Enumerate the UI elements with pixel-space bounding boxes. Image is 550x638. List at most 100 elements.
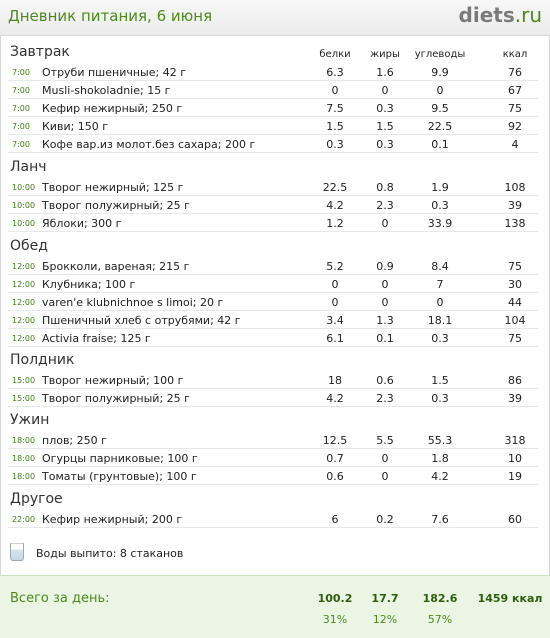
food-fat: 0 (381, 278, 389, 291)
food-carbs: 0 (436, 84, 444, 97)
totals-label: Всего за день: (10, 591, 110, 606)
food-name[interactable]: Пшеничный хлеб с отрубями; 42 г (42, 314, 241, 327)
food-protein: 6.3 (326, 66, 344, 79)
food-name[interactable]: Киви; 150 г (42, 120, 109, 133)
food-row[interactable]: 10:00 Творог полужирный; 25 г 4.2 2.3 0.3 39 (8, 197, 538, 214)
food-time: 7:00 (12, 86, 30, 95)
food-row[interactable]: 7:00 Киви; 150 г 1.5 1.5 22.5 92 (8, 118, 538, 135)
food-carbs: 9.5 (431, 102, 449, 115)
food-row[interactable]: 7:00 Отруби пшеничные; 42 г 6.3 1.6 9.9 76 (8, 64, 538, 81)
food-fat: 0.6 (376, 374, 394, 387)
food-protein: 1.2 (326, 217, 344, 230)
food-name[interactable]: Яблоки; 300 г (42, 217, 122, 230)
column-header-fat: жиры (370, 49, 400, 60)
food-row[interactable]: 12:00 varen'e klubnichnoe s limoi; 20 г 0 0… (8, 294, 538, 311)
food-row[interactable]: 10:00 Яблоки; 300 г 1.2 0 33.9 138 (8, 215, 538, 232)
food-carbs: 33.9 (427, 217, 453, 230)
food-time: 7:00 (12, 140, 30, 149)
food-protein: 4.2 (326, 199, 344, 212)
food-time: 12:00 (12, 334, 36, 343)
food-row[interactable]: 18:00 плов; 250 г 12.5 5.5 55.3 318 (8, 432, 538, 449)
food-kcal: 318 (504, 434, 526, 447)
food-carbs: 55.3 (427, 434, 453, 447)
food-kcal: 138 (504, 217, 526, 230)
site-logo[interactable]: diets.ru (459, 3, 542, 27)
food-kcal: 108 (504, 181, 526, 194)
page-title: Дневник питания, 6 июня (8, 7, 213, 25)
food-name[interactable]: Творог нежирный; 125 г (42, 181, 184, 194)
food-protein: 7.5 (326, 102, 344, 115)
food-protein: 0 (331, 84, 339, 97)
food-name[interactable]: Томаты (грунтовые); 100 г (42, 470, 197, 483)
food-protein: 3.4 (326, 314, 344, 327)
food-name[interactable]: Творог полужирный; 25 г (42, 199, 190, 212)
food-time: 18:00 (12, 436, 36, 445)
total-kcal: 1459 ккал (477, 592, 543, 605)
food-fat: 0 (381, 217, 389, 230)
food-name[interactable]: Брокколи, вареная; 215 г (42, 260, 190, 273)
food-name[interactable]: Творог нежирный; 100 г (42, 374, 184, 387)
food-kcal: 30 (508, 278, 522, 291)
fat-percent: 12% (372, 613, 398, 626)
food-time: 18:00 (12, 472, 36, 481)
food-row[interactable]: 10:00 Творог нежирный; 125 г 22.5 0.8 1.9 108 (8, 179, 538, 196)
food-name[interactable]: Творог полужирный; 25 г (42, 392, 190, 405)
food-kcal: 19 (508, 470, 522, 483)
food-row[interactable]: 7:00 Кофе вар.из молот.без сахара; 200 г 0… (8, 136, 538, 153)
food-row[interactable]: 15:00 Творог полужирный; 25 г 4.2 2.3 0.3 39 (8, 390, 538, 407)
food-protein: 18 (328, 374, 342, 387)
food-name[interactable]: Musli-shokoladnie; 15 г (42, 84, 171, 97)
food-row[interactable]: 12:00 Клубника; 100 г 0 0 7 30 (8, 276, 538, 293)
food-time: 15:00 (12, 376, 36, 385)
food-name[interactable]: Кефир нежирный; 200 г (42, 513, 183, 526)
food-fat: 0 (381, 452, 389, 465)
food-name[interactable]: Кофе вар.из молот.без сахара; 200 г (42, 138, 256, 151)
column-header-protein: белки (319, 49, 351, 60)
food-protein: 1.5 (326, 120, 344, 133)
food-kcal: 104 (504, 314, 526, 327)
meal-title: Ужин (10, 412, 50, 428)
food-carbs: 0 (436, 296, 444, 309)
logo-tld-text: .ru (514, 3, 542, 27)
food-time: 15:00 (12, 394, 36, 403)
food-fat: 0.1 (376, 332, 394, 345)
food-carbs: 8.4 (431, 260, 449, 273)
food-name[interactable]: varen'e klubnichnoe s limoi; 20 г (42, 296, 224, 309)
food-row[interactable]: 18:00 Огурцы парниковые; 100 г 0.7 0 1.8 10 (8, 450, 538, 467)
food-name[interactable]: Activia fraise; 125 г (42, 332, 151, 345)
total-protein: 100.2 (317, 592, 353, 605)
food-row[interactable]: 15:00 Творог нежирный; 100 г 18 0.6 1.5 86 (8, 372, 538, 389)
food-carbs: 7.6 (431, 513, 449, 526)
food-protein: 0.6 (326, 470, 344, 483)
food-name[interactable]: Кефир нежирный; 250 г (42, 102, 183, 115)
total-carbs: 182.6 (422, 592, 458, 605)
food-carbs: 4.2 (431, 470, 449, 483)
food-row[interactable]: 12:00 Пшеничный хлеб с отрубями; 42 г 3.4 1… (8, 312, 538, 329)
food-name[interactable]: Огурцы парниковые; 100 г (42, 452, 198, 465)
column-header-carbs: углеводы (414, 49, 466, 60)
food-carbs: 22.5 (427, 120, 453, 133)
food-row[interactable]: 18:00 Томаты (грунтовые); 100 г 0.6 0 4.2 19 (8, 468, 538, 485)
food-time: 10:00 (12, 201, 36, 210)
food-row[interactable]: 12:00 Брокколи, вареная; 215 г 5.2 0.9 8.4 75 (8, 258, 538, 275)
food-name[interactable]: Клубника; 100 г (42, 278, 136, 291)
food-row[interactable]: 7:00 Musli-shokoladnie; 15 г 0 0 0 67 (8, 82, 538, 99)
food-fat: 1.3 (376, 314, 394, 327)
food-fat: 5.5 (376, 434, 394, 447)
food-row[interactable]: 7:00 Кефир нежирный; 250 г 7.5 0.3 9.5 75 (8, 100, 538, 117)
protein-percent: 31% (322, 613, 348, 626)
food-protein: 12.5 (322, 434, 348, 447)
food-row[interactable]: 12:00 Activia fraise; 125 г 6.1 0.1 0.3 75 (8, 330, 538, 347)
food-time: 12:00 (12, 316, 36, 325)
food-time: 10:00 (12, 219, 36, 228)
food-carbs: 7 (436, 278, 444, 291)
food-carbs: 0.1 (431, 138, 449, 151)
food-protein: 0 (331, 296, 339, 309)
food-row[interactable]: 22:00 Кефир нежирный; 200 г 6 0.2 7.6 60 (8, 511, 538, 528)
column-header-kcal: ккал (502, 49, 528, 60)
food-protein: 4.2 (326, 392, 344, 405)
food-name[interactable]: Отруби пшеничные; 42 г (42, 66, 186, 79)
food-name[interactable]: плов; 250 г (42, 434, 107, 447)
food-time: 12:00 (12, 280, 36, 289)
food-kcal: 39 (508, 392, 522, 405)
